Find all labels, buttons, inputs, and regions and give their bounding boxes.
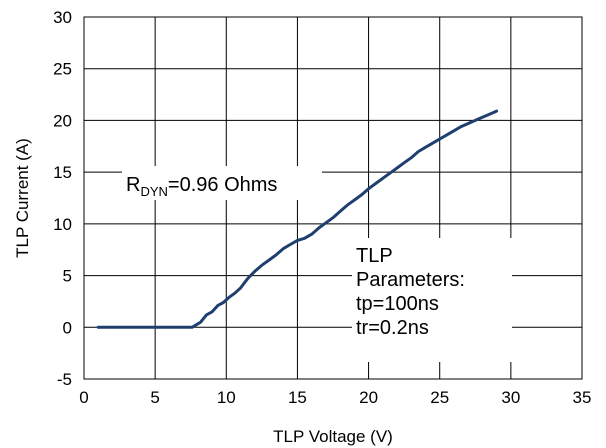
y-axis-label: TLP Current (A)	[13, 138, 32, 258]
parameters-box	[352, 238, 512, 362]
rdyn-prefix: R	[126, 174, 140, 196]
rdyn-box	[122, 166, 322, 200]
x-tick-label: 25	[430, 388, 449, 407]
rdyn-value: =0.96 Ohms	[168, 174, 278, 196]
y-tick-label: -5	[57, 370, 72, 389]
y-tick-label: 5	[63, 267, 72, 286]
y-tick-label: 10	[53, 215, 72, 234]
x-tick-labels: 0 5 10 15 20 25 30 35	[79, 388, 591, 407]
gridlines	[83, 16, 583, 380]
x-tick-label: 30	[501, 388, 520, 407]
rdyn-subscript: DYN	[140, 184, 167, 199]
x-tick-label: 35	[573, 388, 592, 407]
parameter-line: TLP	[356, 245, 393, 267]
parameter-line: Parameters:	[356, 269, 465, 291]
x-tick-label: 20	[359, 388, 378, 407]
plot-frame	[83, 16, 583, 380]
x-tick-label: 10	[217, 388, 236, 407]
y-tick-labels: -5 0 5 10 15 20 25 30	[53, 8, 72, 389]
x-tick-label: 15	[288, 388, 307, 407]
y-tick-label: 20	[53, 111, 72, 130]
y-tick-label: 0	[63, 318, 72, 337]
series-line	[96, 109, 499, 329]
parameter-line: tp=100ns	[356, 293, 439, 315]
y-tick-label: 15	[53, 163, 72, 182]
x-tick-label: 0	[79, 388, 88, 407]
rdyn-annotation: RDYN=0.96 Ohms	[126, 174, 277, 199]
x-tick-label: 5	[150, 388, 159, 407]
parameter-line: tr=0.2ns	[356, 317, 429, 339]
y-tick-label: 30	[53, 8, 72, 27]
y-tick-label: 25	[53, 60, 72, 79]
x-axis-label: TLP Voltage (V)	[273, 427, 393, 446]
